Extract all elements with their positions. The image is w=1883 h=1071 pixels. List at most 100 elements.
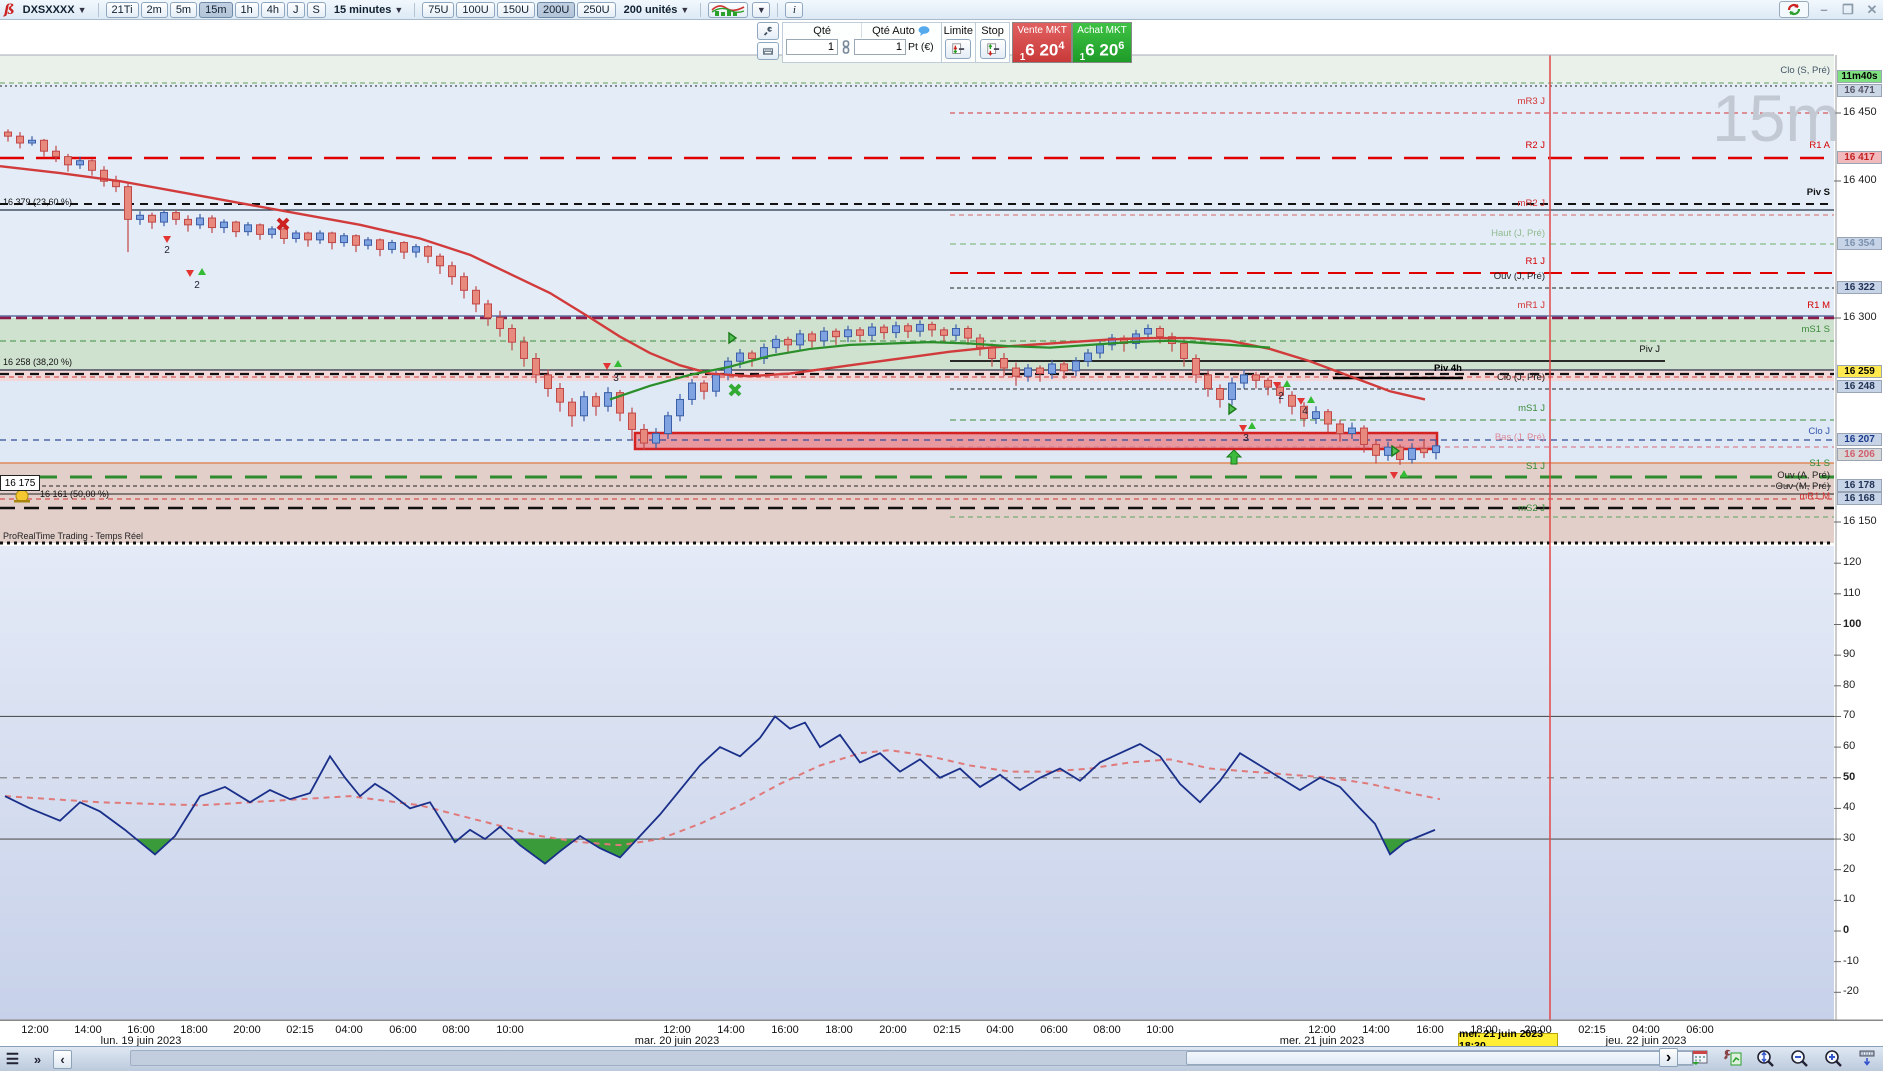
- candle: [796, 329, 804, 351]
- date-label: mar. 20 juin 2023: [634, 1035, 720, 1047]
- candle: [280, 227, 288, 244]
- chart-type-dropdown[interactable]: ▼: [752, 1, 771, 18]
- refresh-button[interactable]: [1779, 1, 1809, 18]
- oversold-fill: [136, 839, 172, 855]
- units-button-150u[interactable]: 150U: [496, 1, 536, 18]
- level-label-piv-j: Piv J: [1639, 344, 1660, 355]
- points-input[interactable]: [854, 39, 906, 55]
- zoom-out-button[interactable]: [1789, 1048, 1810, 1067]
- timeframe-button-5m[interactable]: 5m: [169, 1, 198, 18]
- expand-toolbar-button[interactable]: »: [33, 1051, 42, 1067]
- zoom-vertical-button[interactable]: [1755, 1048, 1776, 1067]
- horizontal-scrollbar[interactable]: [130, 1050, 1694, 1066]
- toolbar-separator: [777, 2, 779, 17]
- time-tick-label: 16:00: [771, 1024, 799, 1036]
- buy-market-button[interactable]: Achat MKT 16 206: [1072, 22, 1132, 63]
- candle: [1252, 372, 1260, 389]
- time-tick-label: 12:00: [1308, 1024, 1336, 1036]
- timeframe-dropdown[interactable]: 15 minutes ▼: [330, 4, 407, 16]
- candle: [1336, 419, 1344, 442]
- level-label-piv-s: Piv S: [1806, 187, 1830, 198]
- level-label-mr1-j: mR1 J: [1517, 300, 1545, 311]
- candle: [460, 272, 468, 299]
- stop-order-button[interactable]: [979, 39, 1006, 59]
- candle: [340, 233, 348, 247]
- scroll-left-button[interactable]: ‹: [53, 1049, 72, 1069]
- minimize-button[interactable]: –: [1820, 2, 1828, 17]
- candle: [76, 156, 84, 169]
- indicator-axis-label: 110: [1843, 586, 1861, 599]
- quantity-input[interactable]: [786, 39, 838, 55]
- timeframe-button-21ti[interactable]: 21Ti: [105, 1, 139, 18]
- candle: [472, 286, 480, 313]
- units-dropdown[interactable]: 200 unités ▼: [620, 4, 694, 16]
- supply-zone-box[interactable]: [633, 431, 1439, 451]
- date-label: mer. 21 juin 2023: [1279, 1035, 1365, 1047]
- zoom-in-button[interactable]: [1823, 1048, 1844, 1067]
- units-button-250u[interactable]: 250U: [577, 1, 616, 18]
- candle: [676, 393, 684, 422]
- price-badge: 16 417: [1837, 151, 1882, 164]
- candle: [916, 320, 924, 337]
- timeframe-button-j[interactable]: J: [287, 1, 305, 18]
- candle: [1324, 408, 1332, 433]
- timeframe-button-s[interactable]: S: [306, 1, 326, 18]
- calendar-button[interactable]: [1691, 1048, 1710, 1067]
- order-panel: Qté Qté Auto Pt (€) Limite: [757, 22, 1132, 63]
- keyboard-button[interactable]: [757, 42, 779, 60]
- restore-button[interactable]: ❐: [1842, 1, 1854, 17]
- level-label-bas-j-pr-: Bas (J, Pré): [1494, 432, 1545, 443]
- candle: [1300, 402, 1308, 427]
- indicator-axis-label: 80: [1843, 678, 1856, 691]
- price-badge: 16 168: [1837, 492, 1882, 505]
- columns-button[interactable]: [1857, 1048, 1876, 1067]
- level-label-mr2-j: mR2 J: [1517, 198, 1545, 209]
- candle: [448, 261, 456, 285]
- price-axis-label: 16 300: [1843, 311, 1877, 323]
- scrollbar-thumb[interactable]: [1186, 1051, 1693, 1065]
- candle: [964, 325, 972, 345]
- units-button-75u[interactable]: 75U: [422, 1, 455, 18]
- scroll-right-button[interactable]: ›: [1659, 1048, 1678, 1067]
- units-button-100u[interactable]: 100U: [456, 1, 495, 18]
- sell-market-button[interactable]: Vente MKT 16 204: [1012, 22, 1073, 63]
- close-button[interactable]: ✕: [1866, 1, 1878, 17]
- symbol-dropdown[interactable]: DXSXXXX ▼: [19, 4, 91, 16]
- chevron-down-icon: ▼: [77, 4, 87, 15]
- candle: [1372, 440, 1380, 464]
- candle: [376, 238, 384, 257]
- candle: [1408, 443, 1416, 464]
- candle: [388, 239, 396, 254]
- candle: [1180, 339, 1188, 367]
- info-button[interactable]: i: [785, 1, 804, 18]
- indicator-axis-label: 90: [1843, 648, 1856, 661]
- units-button-200u[interactable]: 200U: [537, 1, 576, 18]
- candle: [868, 323, 876, 341]
- candle: [1204, 370, 1212, 397]
- price-axis-label: 16 150: [1843, 515, 1877, 527]
- candle: [1240, 369, 1248, 389]
- timeframe-button-1h[interactable]: 1h: [234, 1, 259, 18]
- chart-type-button[interactable]: [708, 1, 749, 18]
- indicator-axis-label: 0: [1843, 924, 1850, 936]
- level-label-mr3-j: mR3 J: [1517, 96, 1545, 107]
- time-tick-label: 20:00: [879, 1024, 907, 1036]
- level-label-s1-s: S1 S: [1809, 458, 1830, 469]
- time-tick-label: 18:00: [180, 1024, 208, 1036]
- time-tick-label: 02:15: [286, 1024, 314, 1036]
- refresh-icon: [1787, 3, 1801, 16]
- qty-auto-header[interactable]: Qté Auto: [861, 23, 940, 38]
- price-alert-box[interactable]: 16 175: [0, 475, 40, 491]
- menu-button[interactable]: ☰: [5, 1051, 20, 1068]
- chart-settings-button[interactable]: [1723, 1048, 1742, 1067]
- limit-order-button[interactable]: [945, 39, 972, 59]
- timeframe-button-4h[interactable]: 4h: [260, 1, 285, 18]
- candle: [1144, 324, 1152, 340]
- time-tick-label: 10:00: [1146, 1024, 1174, 1036]
- timeframe-button-2m[interactable]: 2m: [140, 1, 168, 18]
- timeframe-button-15m[interactable]: 15m: [199, 1, 233, 18]
- order-settings-button[interactable]: [757, 22, 779, 40]
- link-icon[interactable]: [840, 40, 852, 54]
- zoom-in-icon: [1825, 1049, 1842, 1067]
